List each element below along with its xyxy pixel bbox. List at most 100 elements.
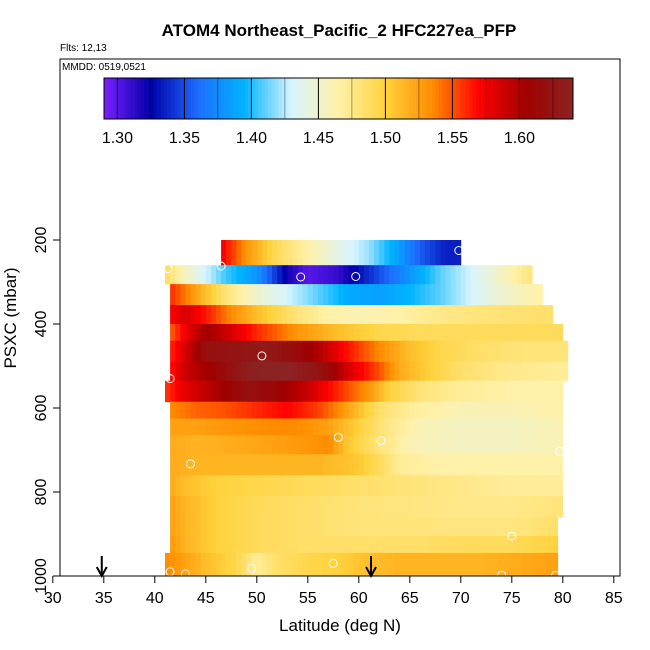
heat-cell [409,517,416,537]
x-tick-label: 65 [401,590,419,607]
heat-cell [465,418,472,436]
heat-cell [200,435,207,455]
heat-cell [241,240,247,266]
heat-cell [328,401,334,419]
heat-cell [506,361,513,382]
heat-cell [307,340,314,363]
heat-cell [353,517,360,537]
heat-cell [170,324,176,342]
sample-point [165,374,175,384]
heat-cell [165,265,171,285]
heat-cell [272,552,278,577]
colorbar-segment [335,78,339,119]
heat-cell [221,475,227,497]
heat-cell [323,361,329,382]
heat-cell [297,475,304,497]
heat-cell [501,475,508,497]
heat-cell [430,517,436,537]
heat-cell [251,536,258,554]
colorbar-segment [509,78,513,119]
heat-cell [501,340,508,363]
x-tick-label: 30 [44,590,62,607]
heat-cell [511,418,518,436]
heat-cell [409,435,416,455]
heat-cell [302,361,309,382]
heat-cell [384,496,390,518]
sample-markers [163,246,565,580]
heat-cell [348,284,355,306]
heat-cell [465,361,472,382]
colorbar-segment [301,78,306,119]
heat-cell [272,361,278,382]
heat-cell [328,324,334,342]
heat-cell [348,340,355,363]
heat-cell [267,380,273,403]
heat-cell [180,454,186,476]
heat-cell [440,475,446,497]
heat-cell [312,240,319,266]
heat-cell [272,305,278,325]
heat-cell [501,305,508,325]
heat-cell [552,517,559,537]
heat-cell [226,265,232,285]
heat-cell [562,361,569,382]
heat-cell [302,552,309,577]
heat-cell [552,324,559,342]
heat-cell [430,361,436,382]
heat-cell [511,552,518,577]
heat-cell [516,418,523,436]
heat-cell [231,552,237,577]
heat-cell [460,418,467,436]
heat-cell [241,340,247,363]
heat-cell [256,418,263,436]
heat-cell [532,401,538,419]
heat-cell [445,380,451,403]
heat-cell [195,418,202,436]
heat-cell [318,401,324,419]
heat-cell [292,305,298,325]
heat-cell [180,418,186,436]
heat-cell [542,324,548,342]
heat-cell [287,496,293,518]
heat-cell [348,475,355,497]
heat-cell [460,340,467,363]
heat-cell [261,340,268,363]
heat-cell [312,380,319,403]
heat-cell [481,324,487,342]
heat-cell [501,361,508,382]
heat-cell [516,552,523,577]
heat-cell [465,401,472,419]
heat-cell [389,324,395,342]
sample-point [507,531,517,541]
heat-cell [404,536,411,554]
colorbar-segment [204,78,209,119]
colorbar-segment [345,78,349,119]
sample-point [497,570,507,580]
heat-cell [450,517,457,537]
heat-cell [261,265,268,285]
heat-cell [312,361,319,382]
heat-cell [414,305,421,325]
heat-cell [414,418,421,436]
heat-cell [170,517,176,537]
heat-cell [450,418,457,436]
heat-cell [185,418,191,436]
heat-cell [292,324,298,342]
heat-cell [170,536,176,554]
heat-cell [481,340,487,363]
heat-cell [552,536,559,554]
colorbar-segment [331,78,336,119]
heat-cell [404,418,411,436]
heat-cell [435,552,441,577]
heat-cell [282,536,288,554]
heat-cell [414,380,421,403]
heat-cell [180,435,186,455]
heat-cell [282,380,288,403]
heat-cell [282,265,288,285]
colorbar-segment [482,78,487,119]
heat-cell [312,475,319,497]
heat-cell [537,305,543,325]
heat-cell [231,418,237,436]
heat-cell [445,552,451,577]
heat-cell [552,475,559,497]
